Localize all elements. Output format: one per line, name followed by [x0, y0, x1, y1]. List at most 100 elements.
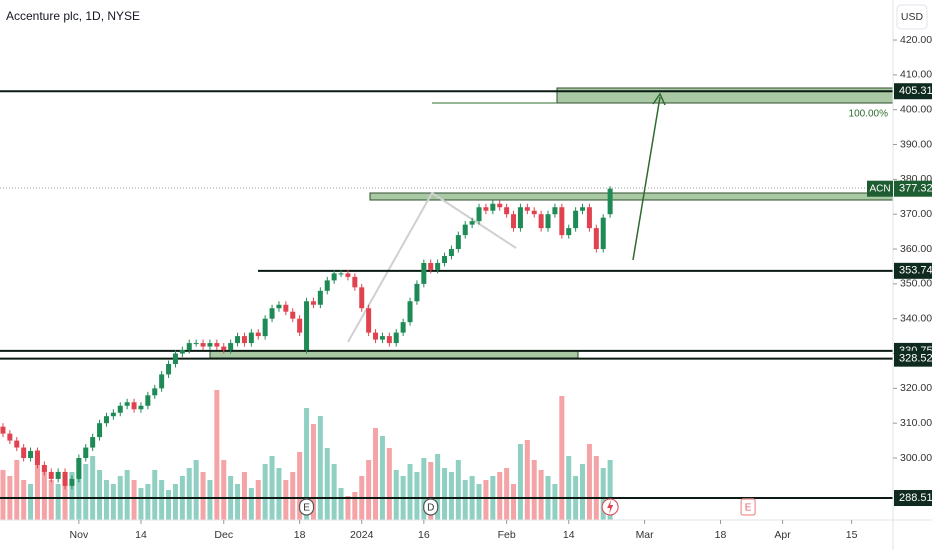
candle-body	[145, 395, 151, 406]
volume-bar	[21, 480, 27, 520]
volume-bar	[462, 480, 468, 520]
volume-bar	[186, 468, 192, 520]
volume-bar	[207, 480, 213, 520]
candle-body	[559, 207, 565, 236]
volume-bar	[414, 472, 420, 520]
candle-body	[124, 402, 130, 406]
volume-bar	[103, 480, 109, 520]
candle-body	[55, 471, 61, 479]
candle-body	[421, 262, 427, 284]
volume-bar	[476, 484, 482, 520]
level-badge	[894, 490, 932, 507]
volume-bar	[317, 416, 323, 520]
volume-bar	[559, 396, 565, 520]
candle-body	[580, 207, 586, 211]
candle-body	[69, 478, 75, 486]
volume-bar	[379, 436, 385, 520]
candle-body	[407, 301, 413, 323]
candles	[0, 186, 613, 490]
volume-bar	[48, 480, 54, 520]
volume-bar	[448, 472, 454, 520]
event-label: E	[745, 503, 752, 514]
y-tick-label: 320.00	[900, 382, 932, 394]
candle-body	[573, 210, 579, 229]
y-tick-label: 300.00	[900, 452, 932, 464]
candle-body	[359, 287, 365, 309]
candle-body	[545, 214, 551, 229]
x-tick-label: 14	[135, 529, 147, 541]
candle-body	[207, 343, 213, 347]
volume-bar	[455, 460, 461, 520]
candle-body	[435, 262, 441, 270]
candle-body	[262, 318, 268, 337]
candle-body	[462, 224, 468, 236]
volume-bar	[497, 472, 503, 520]
candle-body	[531, 210, 537, 215]
level-badge	[894, 350, 932, 367]
candle-body	[172, 353, 178, 364]
volume-bar	[152, 470, 158, 520]
currency: USD	[901, 11, 924, 23]
candle-body	[14, 440, 20, 448]
level-label: 328.52	[899, 353, 932, 365]
volume-bar	[34, 450, 40, 520]
candle-body	[269, 308, 275, 319]
candle-body	[442, 255, 448, 263]
candle-body	[62, 471, 68, 486]
candle-body	[283, 304, 289, 312]
volume-bar	[214, 390, 220, 520]
level-lines	[0, 90, 893, 500]
candle-body	[41, 464, 47, 472]
x-tick-label: Dec	[214, 529, 233, 541]
volume-bar	[290, 472, 296, 520]
candle-body	[152, 388, 158, 396]
volume-bar	[248, 488, 254, 520]
volume-bar	[442, 468, 448, 520]
candle-body	[255, 332, 261, 337]
candle-body	[324, 280, 330, 291]
candle-body	[241, 336, 247, 344]
currency-button[interactable]	[896, 4, 928, 30]
volume-bar	[504, 468, 510, 520]
volume-bar	[435, 454, 441, 520]
candle-body	[331, 273, 337, 281]
volume-bar	[0, 470, 6, 520]
candle-body	[586, 207, 592, 229]
y-tick-label: 370.00	[900, 208, 932, 220]
candle-body	[607, 188, 613, 215]
candle-body	[48, 471, 54, 479]
candle-body	[552, 207, 558, 215]
candle-body	[235, 336, 241, 344]
candle-body	[28, 451, 34, 459]
volume-bar	[393, 470, 399, 520]
x-tick-label: 18	[715, 529, 727, 541]
volume-bar	[552, 484, 558, 520]
candle-body	[297, 318, 303, 333]
level-badge	[894, 83, 932, 100]
candle-body	[476, 207, 482, 222]
volume-bar	[90, 456, 96, 520]
x-tick-label: Nov	[70, 529, 89, 541]
volume-bar	[221, 460, 227, 520]
volume-bar	[386, 448, 392, 520]
pattern-line	[431, 192, 517, 249]
candle-body	[373, 332, 379, 340]
y-tick-label: 350.00	[900, 278, 932, 290]
volume-bar	[421, 458, 427, 520]
volume-bar	[200, 472, 206, 520]
candle-body	[97, 423, 103, 438]
candle-body	[159, 374, 165, 389]
candle-body	[504, 207, 510, 215]
level-badge	[894, 262, 932, 279]
volume-bar	[593, 456, 599, 520]
volume-bar	[373, 428, 379, 520]
y-tick-label: 360.00	[900, 243, 932, 255]
candle-body	[166, 363, 172, 375]
candle-body	[200, 343, 206, 347]
x-tick-label: 14	[563, 529, 575, 541]
resistance-box	[369, 192, 894, 201]
candle-body	[393, 332, 399, 344]
candle-body	[138, 405, 144, 410]
level-label: 288.51	[899, 492, 932, 504]
